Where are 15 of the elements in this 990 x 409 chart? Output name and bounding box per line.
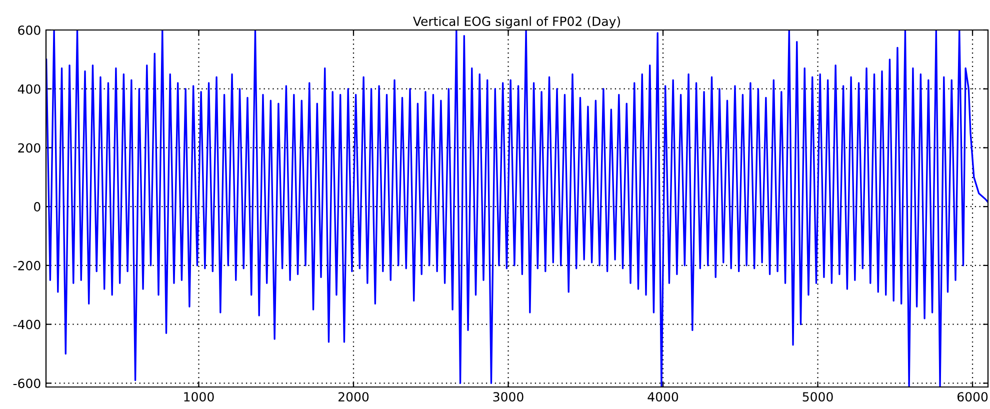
line-series <box>46 30 988 387</box>
y-tick-label: 200 <box>18 143 40 153</box>
y-tick-label: -600 <box>13 378 40 388</box>
chart-title: Vertical EOG siganl of FP02 (Day) <box>413 16 620 28</box>
x-tick-label: 2000 <box>338 392 369 402</box>
x-tick-label: 6000 <box>957 392 988 402</box>
x-tick-label: 4000 <box>648 392 678 402</box>
y-tick-label: -200 <box>13 260 40 270</box>
x-tick-label: 3000 <box>493 392 524 402</box>
y-tick-label: 0 <box>34 202 40 212</box>
x-tick-label: 1000 <box>184 392 214 402</box>
y-tick-label: 400 <box>18 84 40 94</box>
y-tick-label: 600 <box>18 25 40 35</box>
y-tick-label: -400 <box>13 320 40 330</box>
x-tick-label: 5000 <box>802 392 833 402</box>
